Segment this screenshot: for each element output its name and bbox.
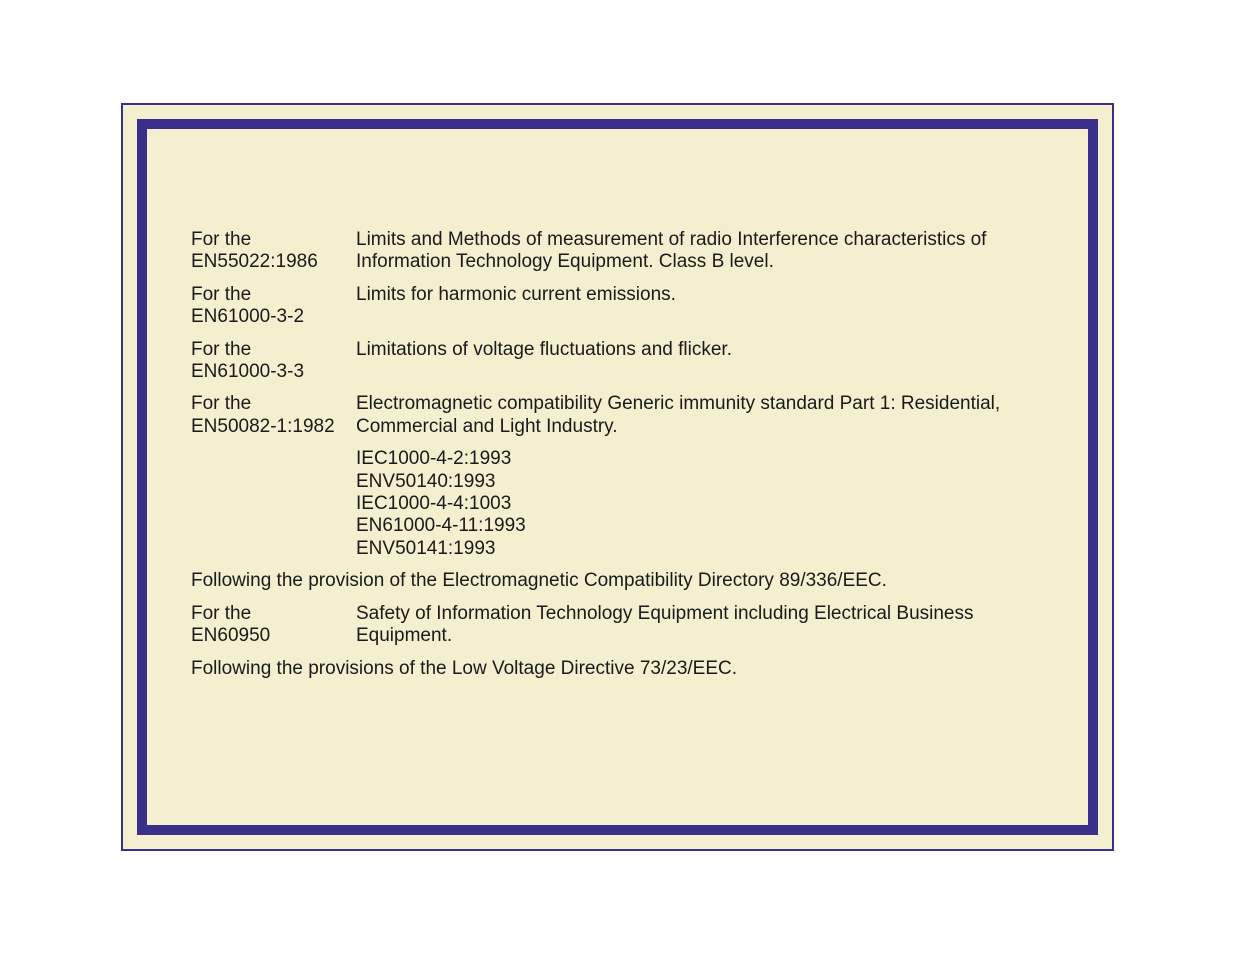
label-line: EN50082-1:1982 xyxy=(191,416,356,438)
entry-label: For the EN61000-3-2 xyxy=(191,284,356,329)
entry-row: For the EN61000-3-3 Limitations of volta… xyxy=(191,339,1044,384)
label-line: EN61000-3-2 xyxy=(191,306,356,328)
lvd-directive-line: Following the provisions of the Low Volt… xyxy=(191,658,1044,680)
label-line: EN61000-3-3 xyxy=(191,361,356,383)
label-line: For the xyxy=(191,393,356,415)
entry-label: For the EN60950 xyxy=(191,603,356,648)
label-line: For the xyxy=(191,339,356,361)
entry-label: For the EN61000-3-3 xyxy=(191,339,356,384)
standard-item: EN61000-4-11:1993 xyxy=(356,515,1044,537)
label-line: For the xyxy=(191,229,356,251)
label-line: EN60950 xyxy=(191,625,356,647)
inner-frame: For the EN55022:1986 Limits and Methods … xyxy=(137,119,1098,835)
entry-desc: Limitations of voltage fluctuations and … xyxy=(356,339,1044,384)
standard-item: IEC1000-4-4:1003 xyxy=(356,493,1044,515)
outer-frame: For the EN55022:1986 Limits and Methods … xyxy=(121,103,1114,851)
entry-desc: Electromagnetic compatibility Generic im… xyxy=(356,393,1044,438)
standard-item: ENV50141:1993 xyxy=(356,538,1044,560)
entry-row: For the EN55022:1986 Limits and Methods … xyxy=(191,229,1044,274)
label-line: EN55022:1986 xyxy=(191,251,356,273)
document-content: For the EN55022:1986 Limits and Methods … xyxy=(191,229,1044,680)
entry-label: For the EN55022:1986 xyxy=(191,229,356,274)
label-line: For the xyxy=(191,603,356,625)
label-line: For the xyxy=(191,284,356,306)
standards-list: IEC1000-4-2:1993 ENV50140:1993 IEC1000-4… xyxy=(356,448,1044,560)
entry-desc: Limits for harmonic current emissions. xyxy=(356,284,1044,329)
entry-label: For the EN50082-1:1982 xyxy=(191,393,356,438)
standard-item: ENV50140:1993 xyxy=(356,471,1044,493)
standard-item: IEC1000-4-2:1993 xyxy=(356,448,1044,470)
entry-row: For the EN60950 Safety of Information Te… xyxy=(191,603,1044,648)
emc-directive-line: Following the provision of the Electroma… xyxy=(191,570,1044,592)
entry-row: For the EN61000-3-2 Limits for harmonic … xyxy=(191,284,1044,329)
entry-desc: Safety of Information Technology Equipme… xyxy=(356,603,1044,648)
entry-desc: Limits and Methods of measurement of rad… xyxy=(356,229,1044,274)
entry-row: For the EN50082-1:1982 Electromagnetic c… xyxy=(191,393,1044,438)
